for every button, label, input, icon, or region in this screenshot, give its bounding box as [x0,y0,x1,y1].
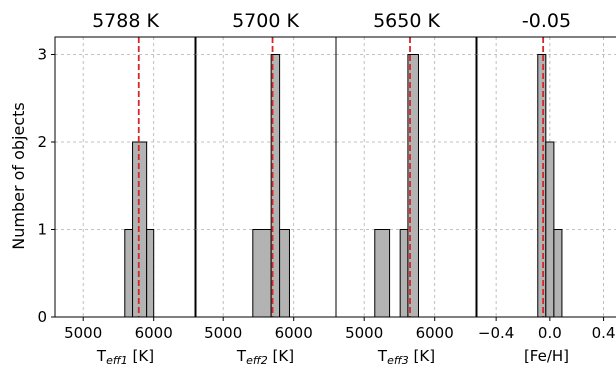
panel-title: -0.05 [522,10,571,32]
x-tick-label: 6000 [416,324,454,342]
x-axis-label: [Fe/H] [524,347,569,365]
histogram-bar [399,229,409,318]
x-tick-label: 5000 [64,324,102,342]
x-axis-label: Teff3 [K] [377,347,435,367]
panel-2: 5700 K 5000 6000 Teff2 [K] [194,10,337,367]
panel-frame [335,36,478,318]
panel-4: -0.05 −0.4 0.0 0.4 [Fe/H] [475,10,616,365]
histogram-bar [252,229,272,318]
panel-1: 5788 K 5000 6000 Teff1 [K] 0 1 2 3 [37,10,197,367]
x-axis-label-subscript: eff1 [106,354,128,367]
panel-title: 5788 K [92,10,159,32]
panel-title: 5650 K [373,10,440,32]
x-tick-label: 0.4 [592,324,616,342]
panel-3: 5650 K 5000 6000 Teff3 [K] [335,10,478,367]
y-tick-label: 0 [37,308,47,326]
histogram-bar [545,141,555,318]
panel-frame [475,36,616,318]
y-tick-label: 2 [37,133,47,151]
panels: 5788 K 5000 6000 Teff1 [K] 0 1 2 3 5700 K 5000 600… [37,10,616,367]
x-axis-label-unit: [K] [268,347,294,365]
histogram-bar [537,54,547,318]
x-axis-label-unit: [K] [409,347,435,365]
x-axis-label-subscript: eff3 [387,354,409,367]
histogram-bar [279,229,290,318]
y-tick-label: 1 [37,221,47,239]
x-axis-label-unit: [K] [128,347,154,365]
x-axis-label: Teff1 [K] [96,347,154,367]
histogram-bar [553,229,563,318]
x-tick-label: 0.0 [538,324,562,342]
panel-title: 5700 K [232,10,299,32]
x-axis-label-main: T [96,347,107,365]
x-axis-label-main: T [377,347,388,365]
histogram-bar [374,229,391,318]
histogram-bar [124,229,134,318]
x-axis-label: Teff2 [K] [236,347,294,367]
y-tick-label: 3 [37,46,47,64]
x-axis-label-main: [Fe/H] [524,347,569,365]
histogram-bar [146,229,155,318]
x-tick-label: 6000 [275,324,313,342]
x-tick-label: 6000 [135,324,173,342]
x-axis-label-main: T [236,347,247,365]
x-tick-label: 5000 [345,324,383,342]
x-tick-label: 5000 [204,324,242,342]
x-tick-label: −0.4 [478,324,514,342]
y-axis-label: Number of objects [9,102,28,250]
panel-frame [54,36,197,318]
x-axis-label-subscript: eff2 [246,354,268,367]
